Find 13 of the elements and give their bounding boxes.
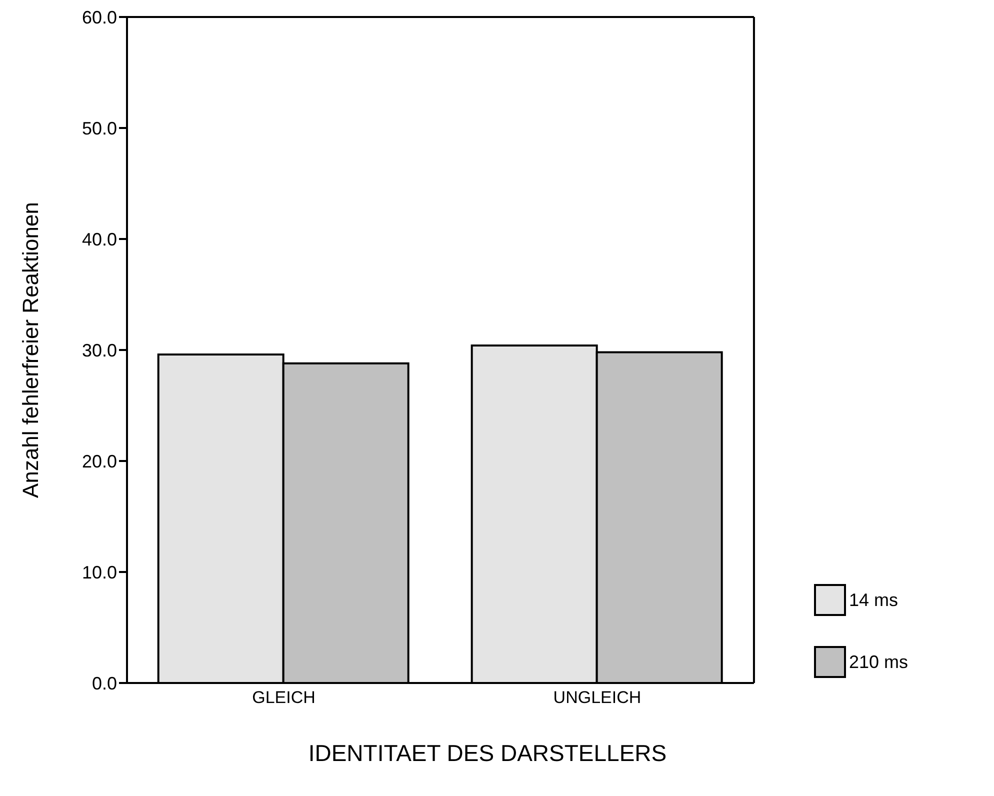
x-tick-label: UNGLEICH xyxy=(553,688,642,708)
y-tick-label: 60.0 xyxy=(82,7,117,28)
x-axis-title: IDENTITAET DES DARSTELLERS xyxy=(307,740,668,767)
legend-label: 210 ms xyxy=(848,652,908,672)
y-axis-title: Anzahl fehlerfreier Reaktionen xyxy=(18,202,43,498)
y-tick-label: 50.0 xyxy=(82,118,117,138)
y-tick-label: 30.0 xyxy=(82,340,117,360)
y-tick-label: 40.0 xyxy=(82,229,117,250)
y-tick-label: 0.0 xyxy=(92,673,117,694)
y-tick-label: 10.0 xyxy=(82,562,117,582)
y-tick-label: 20.0 xyxy=(82,451,117,472)
legend-label: 14 ms xyxy=(848,590,898,610)
x-tick-label: GLEICH xyxy=(252,688,316,708)
